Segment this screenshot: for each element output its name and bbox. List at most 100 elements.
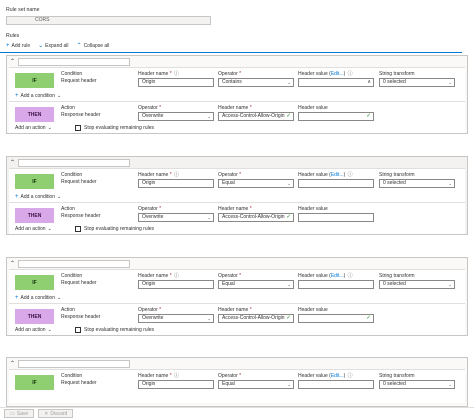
edit-link[interactable]: Edit... [330,71,344,77]
chevron-up-icon[interactable]: ⌃ [10,59,16,65]
string-transform-field: String transform 0 selected ⌄ [379,373,455,389]
add-action-button[interactable]: Add an action ⌄ [15,125,52,131]
operator-select[interactable]: Equal ⌄ [218,380,294,389]
checkmark-icon: ✓ [286,113,291,119]
header-value-input[interactable]: ∧ [298,78,374,87]
header-value-input[interactable] [298,179,374,188]
rule-header: ⌃ [7,258,467,269]
checkbox [75,125,81,131]
add-action-button[interactable]: Add an action ⌄ [15,327,52,333]
action-header-value-input[interactable]: ✓ [298,112,374,121]
action-header-name-input[interactable]: Access-Control-Allow-Origin ✓ [218,314,294,323]
action-header-value-field: Header value [298,206,374,222]
plus-icon: + [6,43,10,49]
rule-name-input[interactable] [18,359,130,368]
condition-row: IF Condition Request header Header name *… [9,168,465,202]
chevron-up-icon: ⌃ [76,43,82,49]
discard-button[interactable]: ✕ Discard [38,409,74,418]
chevron-down-icon: ⌄ [57,295,62,301]
chevron-down-icon: ⌄ [287,282,291,287]
ruleset-name-label: Rule set name [6,7,40,13]
edit-link[interactable]: Edit... [330,273,344,279]
action-operator-field: Operator * Overwrite ⌄ [138,307,214,323]
action-header-name-input[interactable]: Access-Control-Allow-Origin ✓ [218,213,294,222]
add-condition-button[interactable]: + Add a condition ⌄ [15,93,62,99]
action-header-name-input[interactable]: Access-Control-Allow-Origin ✓ [218,112,294,121]
action-operator-select[interactable]: Overwrite ⌄ [138,112,214,121]
info-icon: ⓘ [174,373,180,379]
then-badge: THEN [15,309,54,324]
save-button[interactable]: ▭ Save [4,409,35,418]
if-badge: IF [15,275,54,290]
chevron-down-icon: ⌄ [57,93,62,99]
string-transform-select[interactable]: 0 selected ⌄ [379,380,455,389]
if-badge: IF [15,73,54,88]
info-icon: ⓘ [174,172,180,178]
info-icon: ⓘ [347,273,353,279]
action-row: THEN Action Response header Operator * Ov… [9,101,465,133]
header-name-input[interactable]: Origin [138,380,214,389]
chevron-up-icon[interactable]: ⌃ [10,261,16,267]
stop-eval-checkbox[interactable]: Stop evaluating remaining rules [75,226,154,232]
chevron-down-icon: ⌄ [38,43,44,49]
chevron-up-icon[interactable]: ⌃ [10,160,16,166]
rule-card: ⌃ IF Condition Request header Header name… [6,357,468,407]
action-header-value-input[interactable]: ✓ [298,314,374,323]
header-name-input[interactable]: Origin [138,280,214,289]
chevron-down-icon: ⌄ [47,327,52,333]
operator-select[interactable]: Equal ⌄ [218,280,294,289]
header-name-input[interactable]: Origin [138,78,214,87]
operator-field: Operator * Equal ⌄ [218,373,294,389]
rules-toolbar: + Add rule ⌄ Expand all ⌃ Collapse all [6,42,468,50]
add-action-button[interactable]: Add an action ⌄ [15,226,52,232]
operator-select[interactable]: Contains ⌄ [218,78,294,87]
header-value-field: Header value (Edit...) ⓘ [298,373,374,389]
header-value-input[interactable] [298,380,374,389]
rule-card: ⌃ IF Condition Request header Header name… [6,55,468,134]
chevron-up-icon[interactable]: ⌃ [10,361,16,367]
chevron-down-icon: ⌄ [47,226,52,232]
chevron-down-icon: ⌄ [207,215,211,220]
chevron-down-icon: ⌄ [287,80,291,85]
add-condition-button[interactable]: + Add a condition ⌄ [15,295,62,301]
chevron-down-icon: ⌄ [57,194,62,200]
action-operator-select[interactable]: Overwrite ⌄ [138,213,214,222]
stop-eval-checkbox[interactable]: Stop evaluating remaining rules [75,125,154,131]
if-badge: IF [15,174,54,189]
condition-kind: Condition Request header [61,373,97,386]
action-header-value-field: Header value ✓ [298,105,374,121]
header-value-input[interactable] [298,280,374,289]
header-name-field: Header name * ⓘ Origin [138,373,214,389]
string-transform-select[interactable]: 0 selected ⌄ [379,78,455,87]
expand-all-button[interactable]: ⌄ Expand all [38,43,69,49]
header-value-field: Header value (Edit...) ⓘ [298,273,374,289]
ruleset-name-input[interactable]: CORS [6,16,211,25]
edit-link[interactable]: Edit... [330,373,344,379]
rule-card: ⌃ IF Condition Request header Header name… [6,156,468,235]
action-operator-select[interactable]: Overwrite ⌄ [138,314,214,323]
action-row: THEN Action Response header Operator * Ov… [9,303,465,335]
operator-select[interactable]: Equal ⌄ [218,179,294,188]
string-transform-field: String transform 0 selected ⌄ [379,273,455,289]
add-rule-button[interactable]: + Add rule [6,43,31,49]
collapse-all-button[interactable]: ⌃ Collapse all [76,43,110,49]
add-condition-button[interactable]: + Add a condition ⌄ [15,194,62,200]
string-transform-select[interactable]: 0 selected ⌄ [379,280,455,289]
checkmark-icon: ✓ [286,214,291,220]
then-badge: THEN [15,107,54,122]
rules-label: Rules [6,33,20,39]
header-name-input[interactable]: Origin [138,179,214,188]
string-transform-field: String transform 0 selected ⌄ [379,71,455,87]
rule-name-input[interactable] [18,57,130,66]
action-header-value-input[interactable] [298,213,374,222]
close-icon: ∧ [367,79,371,85]
chevron-down-icon: ⌄ [448,382,452,387]
rule-name-input[interactable] [18,158,130,167]
stop-eval-checkbox[interactable]: Stop evaluating remaining rules [75,327,154,333]
header-name-field: Header name * ⓘ Origin [138,273,214,289]
checkmark-icon: ✓ [366,113,371,119]
rule-name-input[interactable] [18,259,130,268]
string-transform-select[interactable]: 0 selected ⌄ [379,179,455,188]
edit-link[interactable]: Edit... [330,172,344,178]
action-header-name-field: Header name * Access-Control-Allow-Origi… [218,206,294,222]
